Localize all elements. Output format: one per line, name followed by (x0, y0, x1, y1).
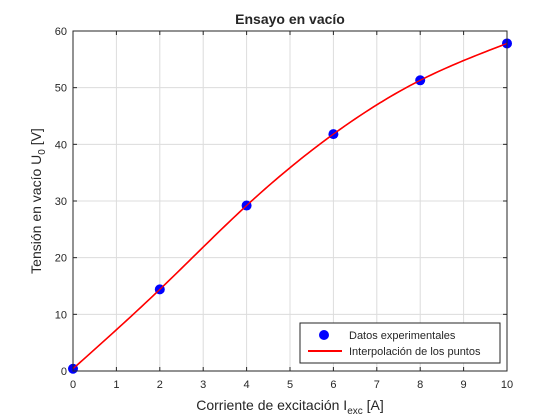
chart-title: Ensayo en vacío (235, 11, 345, 27)
y-axis-label-subscript: 0 (37, 149, 48, 155)
y-axis-label: Tensión en vacío U0 [V] (28, 128, 48, 274)
x-tick-label: 6 (330, 379, 336, 391)
y-tick-label: 60 (55, 26, 67, 38)
x-tick-label: 0 (70, 379, 76, 391)
interpolation-line-overlay (72, 42, 508, 370)
y-axis-label-main: Tensión en vacío U (28, 155, 44, 274)
x-axis-label-subscript: exc (347, 406, 363, 417)
x-tick-label: 1 (113, 379, 119, 391)
axis-ticks: 0 1 2 3 4 5 6 7 8 9 10 0 10 20 30 40 50 60 (55, 26, 513, 391)
legend-marker-experimental (319, 330, 329, 340)
x-axis-label: Corriente de excitación Iexc [A] (196, 397, 384, 417)
y-tick-label: 40 (55, 139, 67, 151)
y-axis-label-unit: [V] (28, 128, 44, 149)
x-tick-label: 5 (287, 379, 293, 391)
y-tick-label: 20 (55, 253, 67, 265)
legend-box (299, 322, 501, 364)
y-tick-label: 0 (61, 366, 67, 378)
y-tick-label: 10 (55, 309, 67, 321)
x-tick-label: 8 (417, 379, 423, 391)
x-tick-label: 10 (501, 379, 513, 391)
y-tick-label: 30 (55, 196, 67, 208)
y-tick-label: 50 (55, 83, 67, 95)
x-tick-label: 9 (461, 379, 467, 391)
legend-label-experimental: Datos experimentales (349, 330, 456, 342)
x-tick-label: 2 (157, 379, 163, 391)
x-tick-label: 3 (200, 379, 206, 391)
x-tick-label: 7 (374, 379, 380, 391)
x-axis-label-unit: [A] (363, 397, 384, 413)
x-axis-label-main: Corriente de excitación I (196, 397, 347, 413)
x-tick-label: 4 (244, 379, 250, 391)
series-layer (68, 38, 512, 374)
legend: Datos experimentales Interpolación de lo… (299, 322, 501, 364)
legend-label-interpolation: Interpolación de los puntos (349, 346, 481, 358)
